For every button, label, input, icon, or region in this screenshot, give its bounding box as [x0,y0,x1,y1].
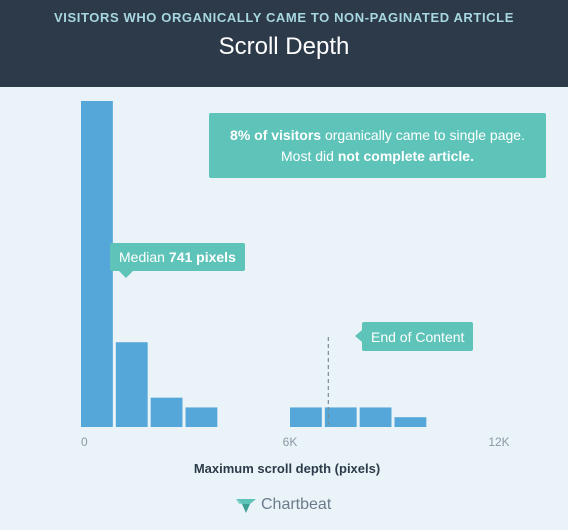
summary-bold-1: 8% of visitors [230,126,322,143]
histogram-bar [359,407,392,427]
chart-supertitle: VISITORS WHO ORGANICALLY CAME TO NON-PAG… [54,10,514,25]
end-of-content-callout: End of Content [354,322,474,351]
histogram-bar [324,407,357,427]
x-tick-label: 6K [283,435,298,449]
x-tick-label: 0 [81,435,88,449]
summary-callout: 8% of visitors organically came to singl… [209,113,546,178]
x-tick-label: 12K [488,435,509,449]
histogram-bar [394,417,427,427]
histogram-bar [81,101,113,427]
summary-line-2: Most did not complete article. [281,146,474,167]
histogram-bar [290,407,322,427]
summary-line-1: 8% of visitors organically came to singl… [230,125,525,146]
median-callout: Median 741 pixels [110,243,245,278]
header: VISITORS WHO ORGANICALLY CAME TO NON-PAG… [0,0,568,87]
chartbeat-logo-text: Chartbeat [261,496,332,513]
histogram-bar [115,342,148,427]
median-value: 741 pixels [168,249,236,265]
chartbeat-logo: Chartbeat [235,494,331,516]
histogram-chart: 0 6K 12K Maximum scroll depth (pixels) [81,101,510,476]
histogram-bar [150,397,183,427]
chartbeat-logo-icon [236,499,256,513]
summary-text-1: organically came to single page. [321,126,525,143]
chart-title: Scroll Depth [218,33,350,60]
summary-text-2: Most did [281,147,338,164]
summary-bold-2: not complete article. [337,147,474,164]
histogram-bar [185,407,218,427]
x-axis-label: Maximum scroll depth (pixels) [194,461,380,476]
median-label: Median [119,249,165,265]
